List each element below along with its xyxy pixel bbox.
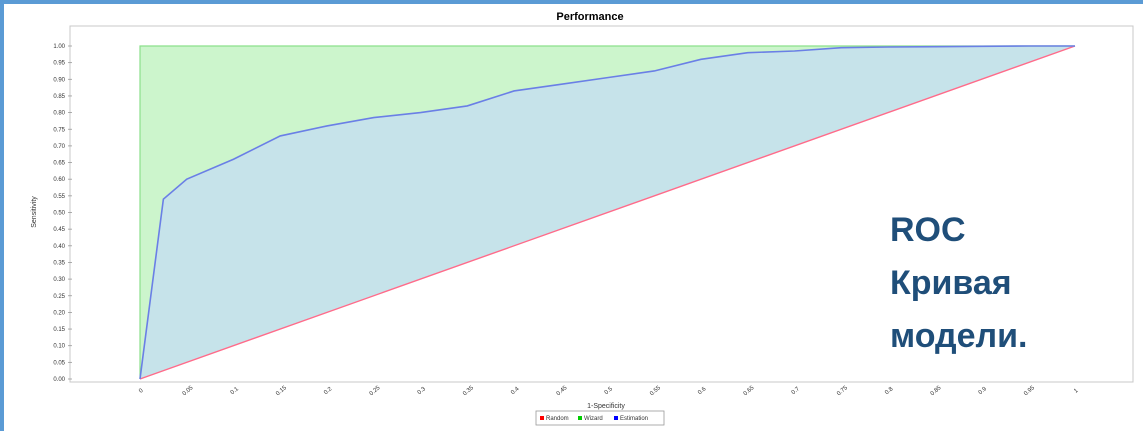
legend-box xyxy=(535,410,665,426)
x-tick-label: 0.3 xyxy=(417,386,428,396)
y-tick-label: 1.00 xyxy=(53,44,65,50)
x-tick-label: 0.45 xyxy=(556,385,569,398)
x-tick-label: 0.8 xyxy=(884,386,895,396)
y-tick-label: 0.45 xyxy=(53,227,65,233)
y-tick-label: 0.90 xyxy=(53,77,65,83)
legend-swatch-random xyxy=(540,416,544,420)
y-tick-label: 0.95 xyxy=(53,61,65,67)
y-tick-label: 0.15 xyxy=(53,327,65,333)
x-tick-label: 0.85 xyxy=(930,385,943,398)
y-tick-label: 0.55 xyxy=(53,194,65,200)
y-tick-label: 0.85 xyxy=(53,94,65,100)
legend-label-estimation: Estimation xyxy=(620,416,648,422)
overlay-line-2: Кривая xyxy=(890,264,1012,302)
x-tick-label: 0.05 xyxy=(182,385,195,398)
line-layer xyxy=(139,45,1076,380)
y-axis-label: Sensitivity xyxy=(31,196,38,228)
x-tick-label: 0.4 xyxy=(510,386,521,396)
legend-label-random: Random xyxy=(546,416,569,422)
x-tick-label: 0.35 xyxy=(462,385,475,398)
y-tick-label: 0.25 xyxy=(53,294,65,300)
x-tick-label: 0 xyxy=(138,387,145,394)
overlay-line-1: ROC xyxy=(890,211,966,249)
x-tick-label: 0.9 xyxy=(978,386,989,396)
x-tick-label: 0.95 xyxy=(1023,385,1036,398)
wizard-line xyxy=(139,45,1075,379)
x-tick-label: 0.5 xyxy=(604,386,615,396)
y-tick-label: 0.50 xyxy=(53,211,65,217)
x-tick-label: 0.65 xyxy=(743,385,756,398)
x-tick-label: 0.75 xyxy=(836,385,849,398)
y-tick-label: 0.60 xyxy=(53,177,65,183)
x-tick-label: 0.6 xyxy=(697,386,708,396)
y-axis-ticks: 0.00 0.05 0.10 0.15 0.20 0.25 0.30 0.35 0.40 0.45… xyxy=(53,44,72,383)
x-tick-label: 0.2 xyxy=(323,386,334,396)
x-tick-label: 0.55 xyxy=(649,385,662,398)
x-tick-label: 0.7 xyxy=(791,386,802,396)
x-tick-label: 0.25 xyxy=(369,385,382,398)
y-tick-label: 0.75 xyxy=(53,127,65,133)
legend-swatch-wizard xyxy=(578,416,582,420)
y-tick-label: 0.10 xyxy=(53,344,65,350)
y-tick-label: 0.00 xyxy=(53,377,65,383)
y-tick-label: 0.80 xyxy=(53,111,65,117)
chart-title: Performance xyxy=(556,11,623,23)
y-tick-label: 0.70 xyxy=(53,144,65,150)
x-axis-label: 1-Specificity xyxy=(587,403,625,410)
x-tick-label: 0.1 xyxy=(230,386,241,396)
y-tick-label: 0.65 xyxy=(53,161,65,167)
overlay-caption: ROC Кривая модели. xyxy=(890,204,1027,363)
legend: Random Wizard Estimation xyxy=(535,410,665,426)
y-tick-label: 0.05 xyxy=(53,360,65,366)
random-line xyxy=(139,45,1076,380)
y-tick-label: 0.35 xyxy=(53,260,65,266)
y-tick-label: 0.20 xyxy=(53,310,65,316)
x-axis-ticks: 0 0.05 0.1 0.15 0.2 0.25 0.3 0.35 0.4 0.45 0.5 0.55… xyxy=(138,385,1080,398)
legend-label-wizard: Wizard xyxy=(584,416,603,422)
x-tick-label: 0.15 xyxy=(275,385,288,398)
y-tick-label: 0.40 xyxy=(53,244,65,250)
overlay-line-3: модели. xyxy=(890,317,1028,355)
legend-swatch-estimation xyxy=(614,416,618,420)
y-tick-label: 0.30 xyxy=(53,277,65,283)
x-tick-label: 1 xyxy=(1073,387,1080,394)
estimation-line xyxy=(139,45,1075,380)
